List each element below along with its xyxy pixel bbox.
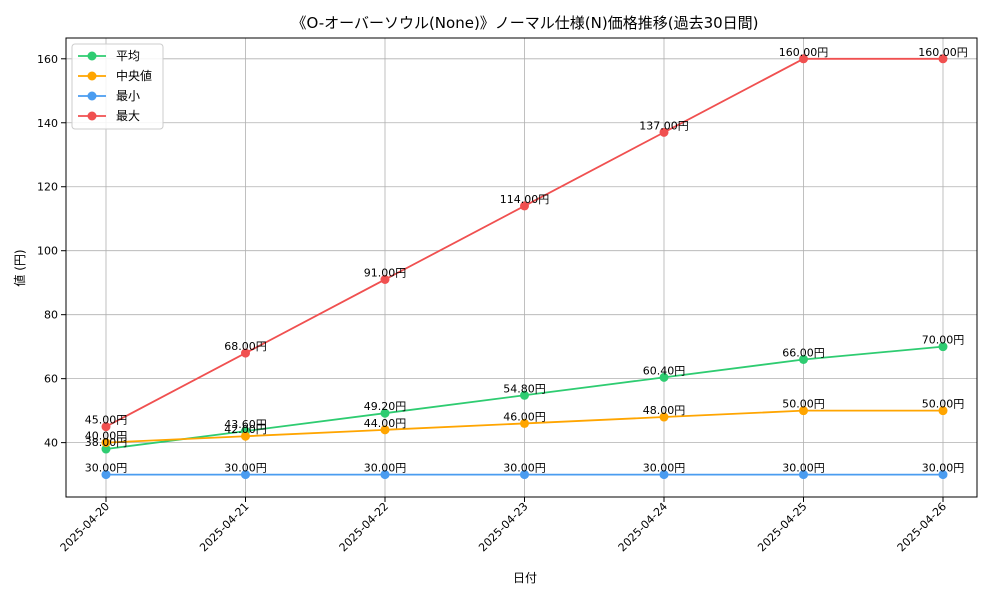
legend-label: 最小 bbox=[116, 89, 140, 103]
series-group bbox=[101, 54, 948, 480]
data-label: 48.00円 bbox=[643, 404, 686, 417]
x-tick-label: 2025-04-24 bbox=[616, 500, 670, 554]
data-label: 40.00円 bbox=[85, 430, 128, 443]
x-tick-label: 2025-04-26 bbox=[895, 500, 949, 554]
x-tick-label: 2025-04-23 bbox=[476, 500, 530, 554]
data-point bbox=[938, 470, 948, 480]
data-label: 30.00円 bbox=[503, 462, 546, 475]
x-axis-label: 日付 bbox=[513, 571, 537, 585]
legend-marker bbox=[87, 111, 97, 121]
data-point bbox=[101, 438, 111, 448]
y-tick-label: 100 bbox=[37, 245, 58, 258]
data-point bbox=[659, 470, 669, 480]
data-point bbox=[799, 406, 808, 416]
data-point bbox=[799, 354, 808, 364]
data-point bbox=[659, 127, 669, 137]
data-label: 44.00円 bbox=[364, 417, 407, 430]
data-label: 68.00円 bbox=[224, 340, 267, 353]
data-label: 30.00円 bbox=[364, 462, 407, 475]
y-tick-label: 160 bbox=[37, 53, 58, 66]
legend-marker bbox=[87, 91, 97, 101]
y-tick-label: 40 bbox=[44, 437, 58, 450]
data-point bbox=[380, 408, 390, 418]
series-1 bbox=[101, 406, 948, 448]
y-tick-label: 140 bbox=[37, 117, 58, 130]
data-label: 70.00円 bbox=[922, 334, 965, 347]
legend-label: 平均 bbox=[116, 49, 140, 63]
y-tick-label: 120 bbox=[37, 181, 58, 194]
data-point bbox=[659, 372, 669, 382]
series-2 bbox=[101, 470, 948, 480]
data-label: 30.00円 bbox=[922, 462, 965, 475]
series-0 bbox=[101, 342, 948, 454]
data-point bbox=[241, 470, 250, 480]
data-label: 30.00円 bbox=[85, 462, 128, 475]
chart-title: 《O-オーバーソウル(None)》ノーマル仕様(N)価格推移(過去30日間) bbox=[291, 14, 758, 32]
legend-marker bbox=[87, 71, 97, 81]
data-label: 46.00円 bbox=[503, 410, 546, 423]
data-label: 43.60円 bbox=[224, 418, 267, 431]
data-label: 30.00円 bbox=[782, 462, 825, 475]
data-label: 42.00円 bbox=[224, 423, 267, 436]
x-tick-label: 2025-04-25 bbox=[755, 500, 809, 554]
x-tick-label: 2025-04-20 bbox=[58, 500, 112, 554]
data-point bbox=[659, 412, 669, 422]
data-label: 160.00円 bbox=[779, 46, 829, 59]
y-axis-label: 値 (円) bbox=[12, 249, 27, 286]
x-tick-label: 2025-04-22 bbox=[337, 500, 391, 554]
legend-label: 最大 bbox=[116, 109, 140, 123]
data-label: 49.20円 bbox=[364, 400, 407, 413]
data-point bbox=[520, 201, 529, 211]
data-point bbox=[380, 425, 390, 435]
axis-ticks: 2025-04-20 2025-04-21 2025-04-22 2025-04-23… bbox=[37, 53, 949, 555]
data-label: 50.00円 bbox=[782, 398, 825, 411]
legend-box bbox=[71, 43, 164, 130]
data-point bbox=[101, 422, 111, 432]
data-label: 66.00円 bbox=[782, 346, 825, 359]
data-label: 91.00円 bbox=[364, 266, 407, 279]
data-label: 45.00円 bbox=[85, 414, 128, 427]
data-point bbox=[380, 470, 390, 480]
y-tick-label: 60 bbox=[44, 373, 58, 386]
data-point bbox=[380, 274, 390, 284]
grid bbox=[66, 38, 977, 497]
y-tick-label: 80 bbox=[44, 309, 58, 322]
series-3 bbox=[101, 54, 948, 432]
data-point bbox=[799, 470, 808, 480]
data-point bbox=[520, 470, 529, 480]
data-point bbox=[241, 348, 250, 358]
data-labels: 38.00円 43.60円 49.20円 54.80円 60.40円 66.00円 70.0… bbox=[85, 46, 968, 475]
legend-marker bbox=[87, 51, 97, 61]
data-label: 114.00円 bbox=[500, 193, 550, 206]
data-label: 30.00円 bbox=[224, 462, 267, 475]
x-tick-label: 2025-04-21 bbox=[197, 500, 251, 554]
data-point bbox=[938, 54, 948, 64]
data-point bbox=[938, 342, 948, 352]
data-label: 38.00円 bbox=[85, 436, 128, 449]
data-point bbox=[938, 406, 948, 416]
data-label: 50.00円 bbox=[922, 398, 965, 411]
data-label: 60.40円 bbox=[643, 364, 686, 377]
data-point bbox=[799, 54, 808, 64]
data-point bbox=[101, 444, 111, 454]
data-label: 54.80円 bbox=[503, 382, 546, 395]
legend-label: 中央値 bbox=[116, 68, 152, 83]
data-point bbox=[520, 418, 529, 428]
plot-area bbox=[65, 37, 978, 498]
data-point bbox=[241, 431, 250, 441]
data-point bbox=[101, 470, 111, 480]
data-label: 160.00円 bbox=[918, 46, 968, 59]
data-label: 137.00円 bbox=[639, 119, 689, 132]
data-point bbox=[520, 390, 529, 400]
data-label: 30.00円 bbox=[643, 462, 686, 475]
